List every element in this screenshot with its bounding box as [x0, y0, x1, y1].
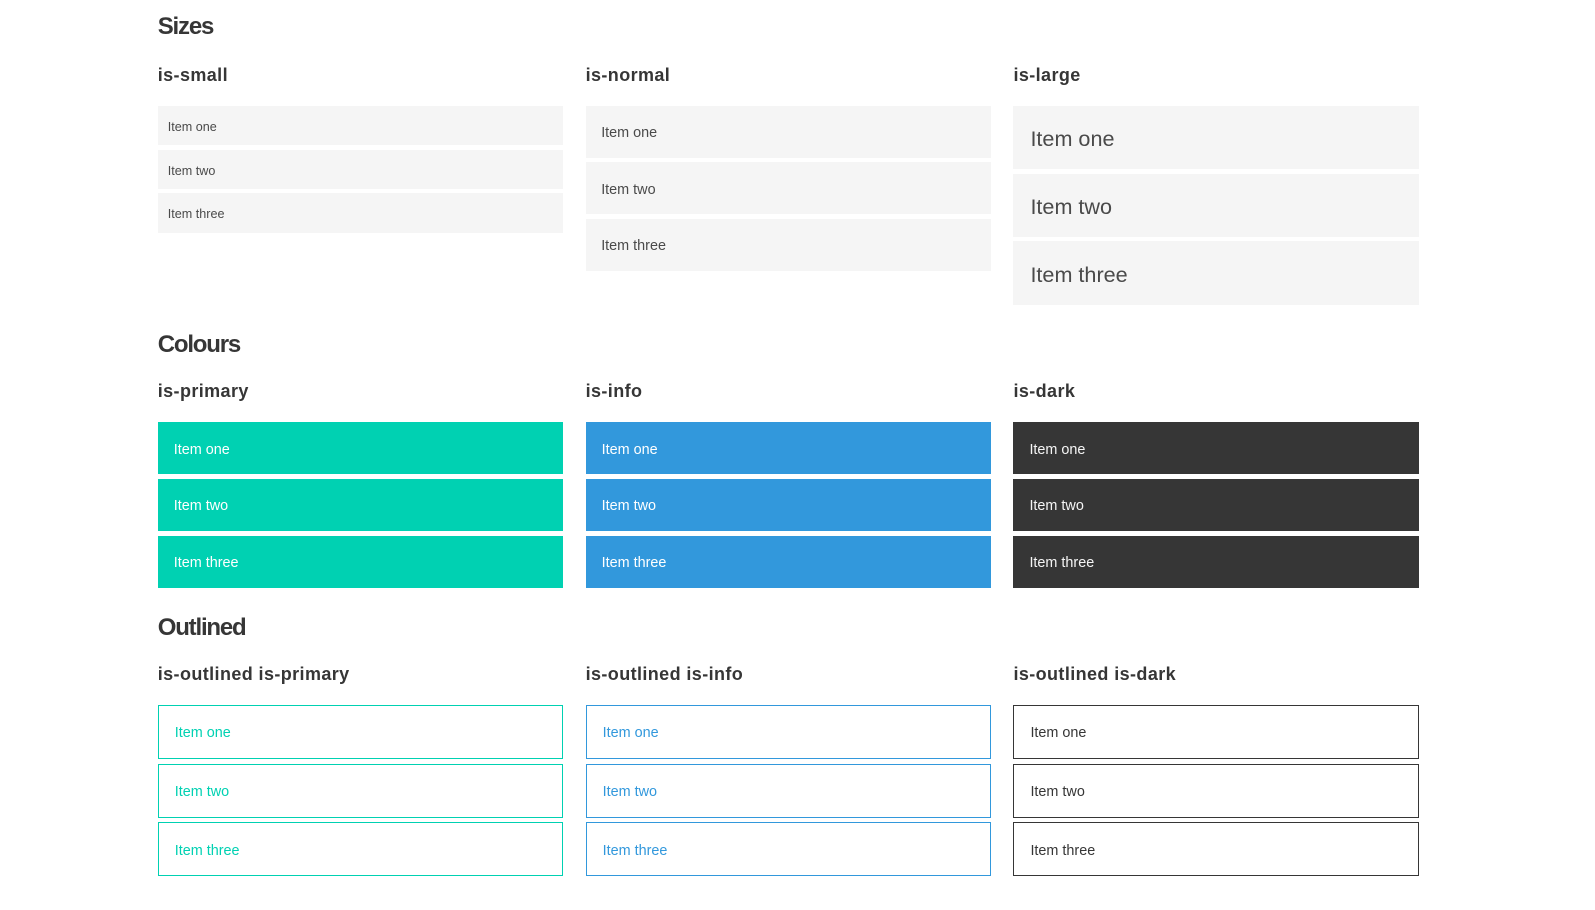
list-item: Item two: [157, 478, 564, 532]
list-item: Item one: [585, 105, 991, 158]
list-item: Item one: [157, 105, 564, 146]
item-list-is-primary: Item one Item two Item three: [157, 422, 564, 588]
group-heading-is-primary: is-primary: [157, 380, 249, 401]
list-item: Item two: [157, 149, 564, 189]
list-item: Item three: [585, 218, 991, 271]
sizes-columns: is-small Item one Item two Item three is…: [157, 41, 1420, 309]
column-is-outlined-is-info: is-outlined is-info Item one Item two It…: [585, 642, 991, 881]
group-heading-is-outlined-is-primary: is-outlined is-primary: [157, 663, 350, 684]
group-heading-is-large: is-large: [1013, 64, 1081, 85]
list-item: Item one: [1013, 422, 1419, 475]
list-item: Item one: [157, 704, 564, 759]
list-item: Item three: [1013, 241, 1419, 305]
section-colours: Colours is-primary Item one Item two Ite…: [157, 331, 1420, 592]
item-list-is-large: Item one Item two Item three: [1013, 105, 1419, 305]
column-is-outlined-is-primary: is-outlined is-primary Item one Item two…: [157, 642, 564, 881]
group-heading-is-normal: is-normal: [585, 64, 671, 85]
section-title-outlined: Outlined: [157, 614, 247, 642]
item-list-is-outlined-is-info: Item one Item two Item three: [585, 704, 991, 877]
item-list-is-small: Item one Item two Item three: [157, 105, 564, 233]
list-item: Item two: [585, 763, 991, 818]
outlined-columns: is-outlined is-primary Item one Item two…: [157, 642, 1420, 881]
colours-columns: is-primary Item one Item two Item three …: [157, 359, 1420, 592]
item-list-is-info: Item one Item two Item three: [585, 422, 991, 588]
item-list-is-outlined-is-primary: Item one Item two Item three: [157, 704, 564, 877]
list-item: Item one: [585, 704, 991, 759]
list-item: Item two: [585, 478, 991, 532]
list-item: Item two: [585, 162, 991, 215]
section-sizes: Sizes is-small Item one Item two Item th…: [157, 13, 1420, 309]
list-item: Item two: [1013, 173, 1419, 238]
item-list-is-outlined-is-dark: Item one Item two Item three: [1013, 704, 1419, 877]
list-item: Item three: [585, 822, 991, 877]
section-title-sizes: Sizes: [157, 13, 215, 41]
list-item: Item three: [157, 822, 564, 877]
list-item: Item one: [1013, 105, 1419, 170]
list-item: Item two: [1013, 763, 1419, 818]
item-list-is-dark: Item one Item two Item three: [1013, 422, 1419, 588]
group-heading-is-small: is-small: [157, 64, 228, 85]
list-item: Item one: [157, 422, 564, 475]
list-item: Item three: [157, 535, 564, 588]
column-is-normal: is-normal Item one Item two Item three: [585, 41, 991, 309]
item-list-is-normal: Item one Item two Item three: [585, 105, 991, 271]
group-heading-is-dark: is-dark: [1013, 380, 1076, 401]
section-outlined: Outlined is-outlined is-primary Item one…: [157, 614, 1420, 881]
group-heading-is-info: is-info: [585, 380, 643, 401]
column-is-dark: is-dark Item one Item two Item three: [1013, 359, 1419, 592]
column-is-outlined-is-dark: is-outlined is-dark Item one Item two It…: [1013, 642, 1419, 881]
column-is-large: is-large Item one Item two Item three: [1013, 41, 1419, 309]
column-is-info: is-info Item one Item two Item three: [585, 359, 991, 592]
list-item: Item three: [1013, 535, 1419, 588]
group-heading-is-outlined-is-dark: is-outlined is-dark: [1013, 663, 1177, 684]
list-item: Item three: [585, 535, 991, 588]
list-item: Item two: [157, 763, 564, 818]
list-item: Item two: [1013, 478, 1419, 532]
section-title-colours: Colours: [157, 331, 241, 359]
page-content: Sizes is-small Item one Item two Item th…: [0, 13, 1419, 881]
list-item: Item three: [157, 193, 564, 233]
column-is-small: is-small Item one Item two Item three: [157, 41, 564, 309]
column-is-primary: is-primary Item one Item two Item three: [157, 359, 564, 592]
group-heading-is-outlined-is-info: is-outlined is-info: [585, 663, 744, 684]
list-item: Item one: [585, 422, 991, 475]
list-item: Item one: [1013, 704, 1419, 759]
list-item: Item three: [1013, 822, 1419, 877]
